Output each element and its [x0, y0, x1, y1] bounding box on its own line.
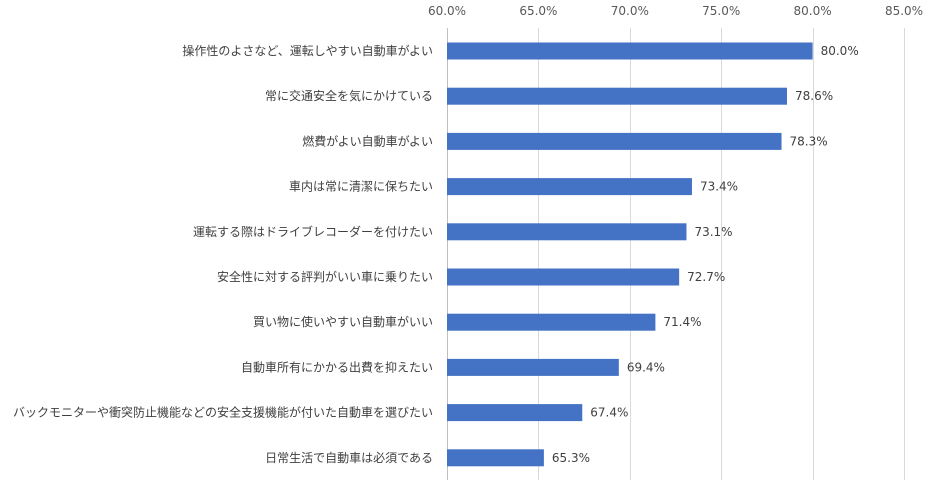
data-label: 78.6%: [795, 89, 833, 103]
data-label: 72.7%: [687, 270, 725, 284]
x-tick-label: 85.0%: [885, 4, 923, 18]
category-label: 操作性のよさなど、運転しやすい自動車がよい: [182, 43, 433, 58]
data-label: 73.1%: [694, 225, 732, 239]
bar: [447, 268, 680, 286]
bar: [447, 178, 692, 196]
bar: [447, 223, 687, 241]
category-label: 運転する際はドライブレコーダーを付けたい: [193, 224, 433, 239]
x-tick-label: 60.0%: [428, 4, 466, 18]
x-tick-label: 65.0%: [519, 4, 557, 18]
category-label: 日常生活で自動車は必須である: [265, 451, 433, 465]
category-label: 常に交通安全を気にかけている: [265, 88, 433, 103]
category-label: 安全性に対する評判がいい車に乗りたい: [217, 269, 433, 284]
bar: [447, 42, 813, 60]
category-label: 車内は常に清潔に保ちたい: [289, 180, 433, 194]
category-label: 買い物に使いやすい自動車がいい: [253, 314, 433, 329]
category-label: 自動車所有にかかる出費を抑えたい: [241, 359, 433, 374]
data-label: 71.4%: [663, 315, 701, 329]
data-label: 65.3%: [552, 451, 590, 465]
data-labels: 80.0% 78.6% 78.3% 73.4% 73.1% 72.7% 71.4% 69.4%…: [552, 44, 859, 465]
x-tick-label: 70.0%: [611, 4, 649, 18]
x-tick-label: 75.0%: [702, 4, 740, 18]
category-labels: 操作性のよさなど、運転しやすい自動車がよい常に交通安全を気にかけている燃費がよい…: [13, 43, 433, 465]
bar: [447, 313, 656, 331]
bar: [447, 449, 544, 467]
data-label: 67.4%: [590, 406, 628, 420]
x-tick-label: 80.0%: [794, 4, 832, 18]
x-axis-ticks: 60.0% 65.0% 70.0% 75.0% 80.0% 85.0%: [428, 4, 923, 18]
bars: [447, 42, 813, 467]
data-label: 80.0%: [821, 44, 859, 58]
data-label: 73.4%: [700, 180, 738, 194]
bar: [447, 358, 619, 376]
data-label: 78.3%: [790, 134, 828, 148]
bar: [447, 404, 583, 422]
bar: [447, 87, 788, 105]
bar: [447, 132, 782, 150]
category-label: バックモニターや衝突防止機能などの安全支援機能が付いた自動車を選びたい: [13, 405, 433, 420]
category-label: 燃費がよい自動車がよい: [302, 133, 433, 148]
data-label: 69.4%: [627, 360, 665, 374]
